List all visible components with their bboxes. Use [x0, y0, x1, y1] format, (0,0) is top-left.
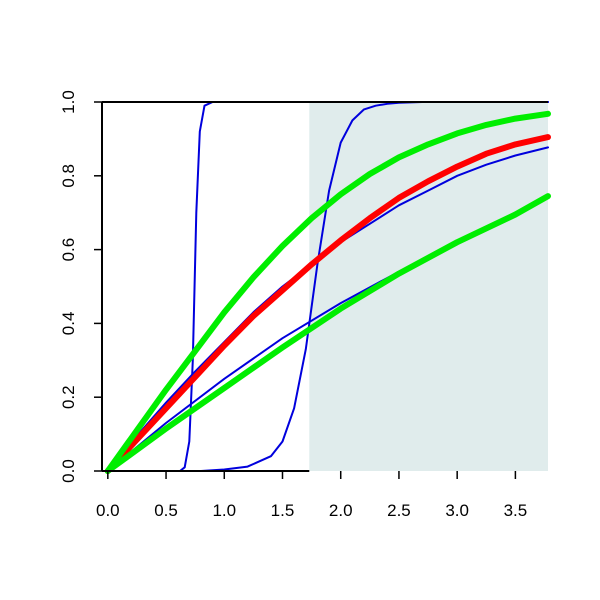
x-tick-label: 3.0 — [445, 501, 469, 520]
y-tick-label: 0.0 — [59, 459, 78, 483]
x-tick-label: 1.5 — [271, 501, 295, 520]
shaded-region — [309, 102, 548, 471]
x-tick-label: 1.0 — [212, 501, 236, 520]
x-tick-label: 2.5 — [387, 501, 411, 520]
y-tick-label: 0.2 — [59, 385, 78, 409]
y-tick-label: 1.0 — [59, 90, 78, 114]
y-tick-label: 0.8 — [59, 164, 78, 188]
x-tick-label: 0.0 — [96, 501, 120, 520]
series-line-7 — [104, 193, 551, 474]
y-tick-label: 0.6 — [59, 238, 78, 262]
x-tick-label: 2.0 — [329, 501, 353, 520]
x-tick-label: 3.5 — [504, 501, 528, 520]
y-tick-label: 0.4 — [59, 312, 78, 336]
series-line-5 — [104, 134, 551, 474]
series-line-6 — [104, 110, 551, 474]
x-tick-label: 0.5 — [154, 501, 178, 520]
